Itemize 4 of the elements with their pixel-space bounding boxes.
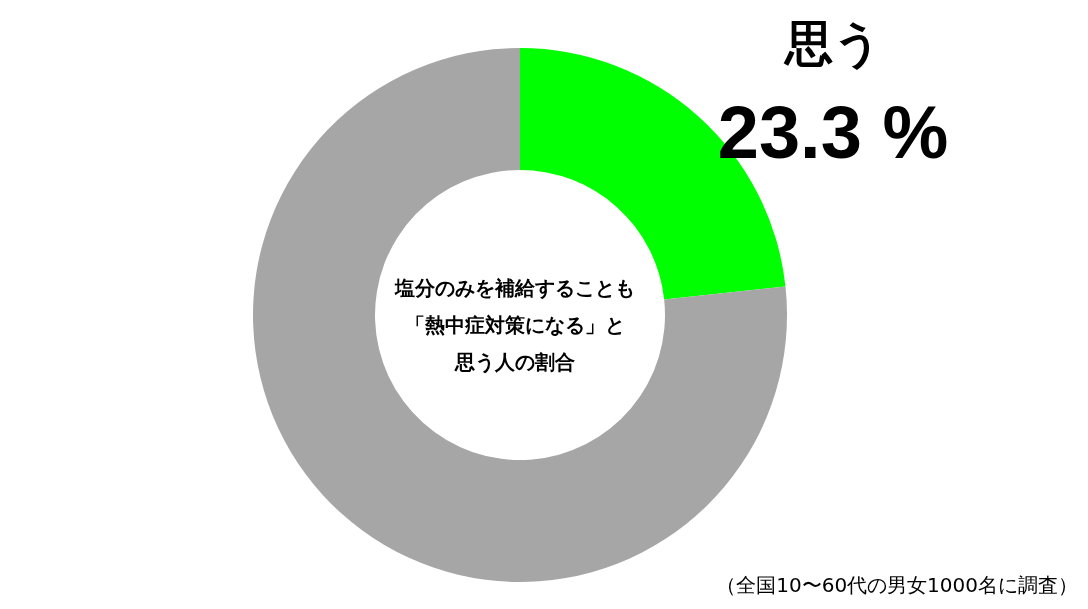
text: （全国10〜60代の男女1000名に調査）	[716, 572, 1078, 599]
data-label: 23.3 %	[716, 90, 950, 176]
text: 塩分のみを補給することも「熱中症対策になる」と思う人の割合	[394, 275, 636, 376]
slice-label: 思う	[783, 14, 883, 73]
